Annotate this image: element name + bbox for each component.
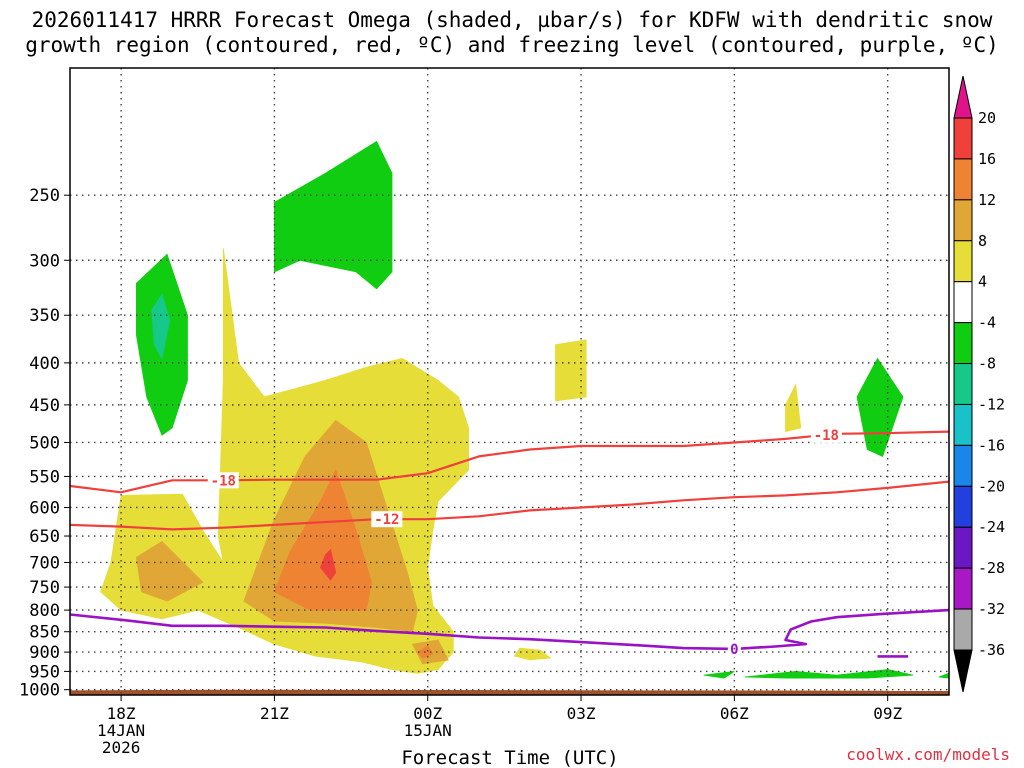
contour-label-0: 0 (730, 642, 738, 658)
y-tick-label-400: 400 (29, 354, 60, 374)
contour-label--18: -18 (211, 473, 236, 489)
colorbar-bin-8-to-12 (953, 199, 973, 242)
contour-line--12-1 (70, 480, 949, 531)
y-tick-label-250: 250 (29, 186, 60, 206)
colorbar-bin-12-to-16 (953, 158, 973, 201)
x-tick-label-18-0: 18Z (107, 704, 136, 723)
colorbar-level--20: -20 (978, 477, 1005, 495)
y-tick-label-800: 800 (29, 601, 60, 621)
y-tick-label-950: 950 (29, 662, 60, 682)
y-tick-label-900: 900 (29, 643, 60, 663)
colorbar-level-20: 20 (978, 109, 996, 127)
x-tick-label-30-0: 06Z (720, 704, 749, 723)
y-tick-label-650: 650 (29, 527, 60, 547)
contour-layer: -18 -18 -12 0 (70, 426, 949, 658)
colorbar-bin-4-to-8 (953, 240, 973, 283)
y-tick-label-700: 700 (29, 553, 60, 573)
y-tick-label-750: 750 (29, 578, 60, 598)
contour-label-bg (727, 640, 741, 657)
x-tick-label-24-0: 00Z (413, 704, 442, 723)
y-tick-label-850: 850 (29, 623, 60, 643)
x-tick-label-24-1: 15JAN (404, 721, 452, 740)
colorbar-level--24: -24 (978, 518, 1005, 536)
colorbar-bin--12-to--8 (953, 363, 973, 405)
colorbar-level--28: -28 (978, 559, 1005, 577)
x-tick-label-21-0: 21Z (260, 704, 289, 723)
colorbar-bin--36-to--32 (953, 608, 973, 651)
contour-label-bg (371, 511, 403, 528)
x-tick-label-18-2: 2026 (102, 738, 141, 757)
contour-label--12: -12 (374, 512, 399, 528)
plot-frame (69, 67, 950, 696)
colorbar-bin--28-to--24 (953, 526, 973, 569)
colorbar-level--4: -4 (978, 314, 996, 332)
omega-region-rising-1 (555, 339, 587, 402)
colorbar-bin-16-to-20 (953, 117, 973, 160)
colorbar-level-16: 16 (978, 150, 996, 168)
omega-region-sinking-16 (151, 293, 171, 360)
ground-surface (70, 689, 949, 695)
y-axis: 2503003504004505005506006507007508008509… (19, 186, 70, 701)
colorbar-bin--4-to-4 (953, 281, 973, 324)
y-tick-label-450: 450 (29, 396, 60, 416)
y-tick-label-1000: 1000 (19, 681, 60, 701)
contour-label-bg (810, 426, 842, 443)
ground-layer (70, 689, 949, 695)
omega-region-sinking-13 (703, 671, 735, 679)
y-tick-label-550: 550 (29, 467, 60, 487)
credit-text: coolwx.com/models (846, 745, 1010, 764)
contour-label--18: -18 (814, 428, 839, 444)
colorbar-bin--20-to--16 (953, 444, 973, 487)
colorbar-bin--8-to--4 (953, 322, 973, 365)
chart-title-line-1: 2026011417 HRRR Forecast Omega (shaded, … (31, 8, 993, 32)
y-tick-label-350: 350 (29, 306, 60, 326)
contour-line-0-2 (70, 608, 949, 651)
gridlines (70, 68, 949, 695)
omega-region-rising-3 (785, 383, 802, 433)
colorbar-level--8: -8 (978, 355, 996, 373)
contour-label-bg (207, 472, 239, 489)
x-tick-label-33-0: 09Z (873, 704, 902, 723)
omega-region-rising-4 (135, 540, 204, 602)
colorbar-level--12: -12 (978, 395, 1005, 413)
y-tick-label-600: 600 (29, 498, 60, 518)
x-tick-label-27-0: 03Z (567, 704, 596, 723)
omega-region-sinking-15 (938, 672, 949, 679)
y-tick-label-500: 500 (29, 433, 60, 453)
colorbar-level--36: -36 (978, 641, 1005, 659)
colorbar-level-12: 12 (978, 191, 996, 209)
colorbar-level--32: -32 (978, 600, 1005, 618)
y-tick-label-300: 300 (29, 251, 60, 271)
omega-region-sinking-12 (856, 357, 904, 457)
colorbar-under-arrow (953, 649, 973, 693)
colorbar-level-8: 8 (978, 232, 987, 250)
x-tick-label-18-1: 14JAN (97, 721, 145, 740)
chart-title-line-2: growth region (contoured, red, ºC) and f… (25, 33, 999, 57)
omega-region-rising-9 (319, 548, 337, 581)
x-axis-label: Forecast Time (UTC) (401, 747, 618, 768)
colorbar-bin--24-to--20 (953, 485, 973, 528)
colorbar-over-arrow (953, 75, 973, 119)
omega-shading-layer (100, 140, 949, 679)
omega-region-rising-2 (513, 647, 552, 661)
colorbar: 20 16 12 8 4 -4 -8 -12 -16 -20 -24 -28 -32 -36 (953, 75, 1005, 693)
colorbar-bin--16-to--12 (953, 403, 973, 446)
omega-region-sinking-11 (273, 140, 393, 290)
colorbar-level-4: 4 (978, 273, 987, 291)
colorbar-level--16: -16 (978, 436, 1005, 454)
colorbar-bin--32-to--28 (953, 567, 973, 610)
